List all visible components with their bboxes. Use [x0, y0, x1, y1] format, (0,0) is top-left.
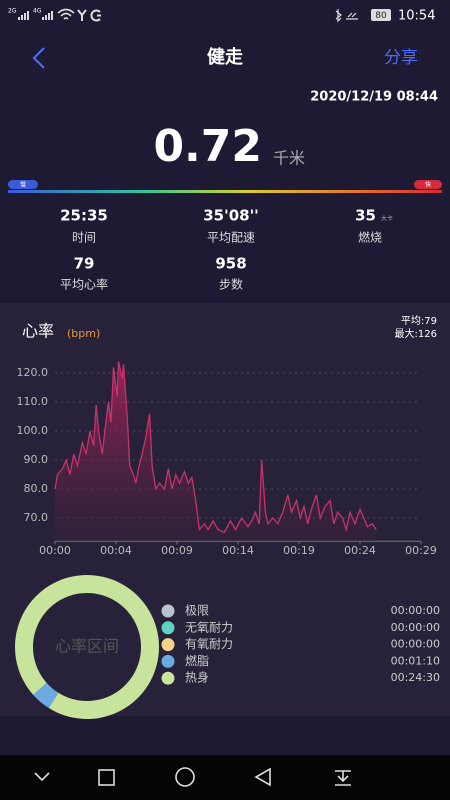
battery-icon — [371, 9, 391, 21]
y-tick-label: 120.0 — [17, 366, 49, 379]
legend-label: 热身 — [185, 670, 209, 685]
clock: 10:54 — [398, 9, 435, 24]
stat-label: 燃烧 — [358, 230, 382, 245]
y-tick-label: 90.0 — [24, 453, 49, 466]
y-tick-label: 70.0 — [24, 511, 49, 524]
stat-label: 平均心率 — [60, 277, 108, 292]
zone-duration: 00:00:00 — [391, 638, 440, 651]
x-tick-label: 00:29 — [405, 544, 437, 557]
x-tick-label: 00:14 — [222, 544, 254, 557]
zone-duration: 00:01:10 — [391, 654, 440, 667]
signal-icon — [42, 11, 53, 20]
pace-fast-label: 快 — [425, 181, 431, 189]
stats: 25:35 时间 35'08'' 平均配速 35 大卡 燃烧 79 平均心率 9… — [60, 207, 393, 292]
stat-label: 平均配速 — [207, 231, 255, 245]
y-tick-label: 100.0 — [17, 424, 49, 437]
stat-unit: 大卡 — [381, 215, 393, 223]
pace-fast-badge — [414, 180, 442, 189]
y-tick-label: 80.0 — [24, 482, 49, 495]
stat-value: 25:35 — [60, 207, 108, 225]
chart-annotation: 平均:79 — [401, 315, 437, 327]
legend-label: 无氧耐力 — [185, 620, 233, 634]
nav-back[interactable] — [254, 767, 271, 787]
legend-label: 燃脂 — [185, 653, 209, 668]
legend-swatch — [161, 654, 175, 668]
legend-label: 极限 — [185, 604, 209, 618]
network-label: 4G — [33, 8, 42, 15]
x-tick-label: 00:09 — [161, 544, 193, 557]
x-tick-label: 00:24 — [344, 544, 376, 557]
chart-title: 心率 — [22, 322, 54, 341]
distance-value: 0.72 — [153, 121, 262, 172]
wifi-icon — [57, 8, 75, 20]
back-button[interactable] — [32, 47, 45, 69]
stat-label: 步数 — [219, 277, 243, 292]
heart-rate-line — [54, 361, 377, 534]
legend-swatch — [161, 638, 175, 652]
share-button[interactable]: 分享 — [384, 48, 418, 68]
vibrate-icon — [346, 12, 358, 20]
legend-swatch — [161, 671, 175, 685]
zone-chart: 极限 00:00:00 无氧耐力 00:00:00 有氧耐力 00:00:00 燃脂 00:0… — [14, 575, 440, 719]
legend-label: 有氧耐力 — [185, 637, 233, 651]
x-tick-label: 00:00 — [39, 544, 71, 557]
status-bar: 2G 4G 80 10:54 — [8, 8, 435, 24]
bluetooth-icon — [335, 9, 342, 23]
chart-unit: (bpm) — [67, 327, 100, 340]
chart-annotation: 最大:126 — [395, 327, 437, 340]
x-tick-label: 00:04 — [100, 544, 132, 557]
legend-swatch — [161, 604, 175, 618]
heart-rate-chart: 70.0 80.0 90.0 100.0 110.0 120.0 00:00 00:04 00:… — [17, 361, 437, 557]
app-icon — [77, 9, 87, 21]
stat-value: 35'08'' — [203, 207, 259, 225]
x-tick-label: 00:19 — [283, 544, 315, 557]
heart-rate-area — [55, 361, 377, 542]
datetime: 2020/12/19 08:44 — [310, 90, 438, 105]
zone-segment — [33, 682, 59, 709]
zone-duration: 00:00:00 — [391, 621, 440, 634]
nav-home[interactable] — [175, 767, 195, 787]
zone-duration: 00:24:30 — [391, 671, 440, 684]
stat-value: 958 — [215, 255, 246, 273]
stat-value: 79 — [74, 255, 95, 273]
stat-label: 时间 — [72, 231, 96, 245]
pace-slow-badge — [8, 180, 38, 189]
pace-bar — [8, 190, 442, 193]
page-title: 健走 — [207, 46, 243, 68]
nav-recents[interactable] — [98, 769, 115, 786]
signal-icon — [18, 11, 29, 20]
nav-notifications[interactable] — [335, 770, 351, 786]
zone-duration: 00:00:00 — [391, 604, 440, 617]
nav-bar — [0, 755, 450, 800]
zone-chart-title: 心率区间 — [55, 637, 119, 656]
app-icon — [90, 9, 101, 22]
legend-swatch — [161, 621, 175, 635]
distance-unit: 千米 — [273, 149, 305, 168]
nav-collapse[interactable] — [34, 772, 50, 782]
stat-value: 35 — [355, 207, 376, 225]
network-label: 2G — [8, 8, 17, 15]
y-tick-label: 110.0 — [17, 395, 49, 408]
pace-slow-label: 慢 — [20, 181, 26, 189]
battery-level: 80 — [375, 11, 387, 21]
